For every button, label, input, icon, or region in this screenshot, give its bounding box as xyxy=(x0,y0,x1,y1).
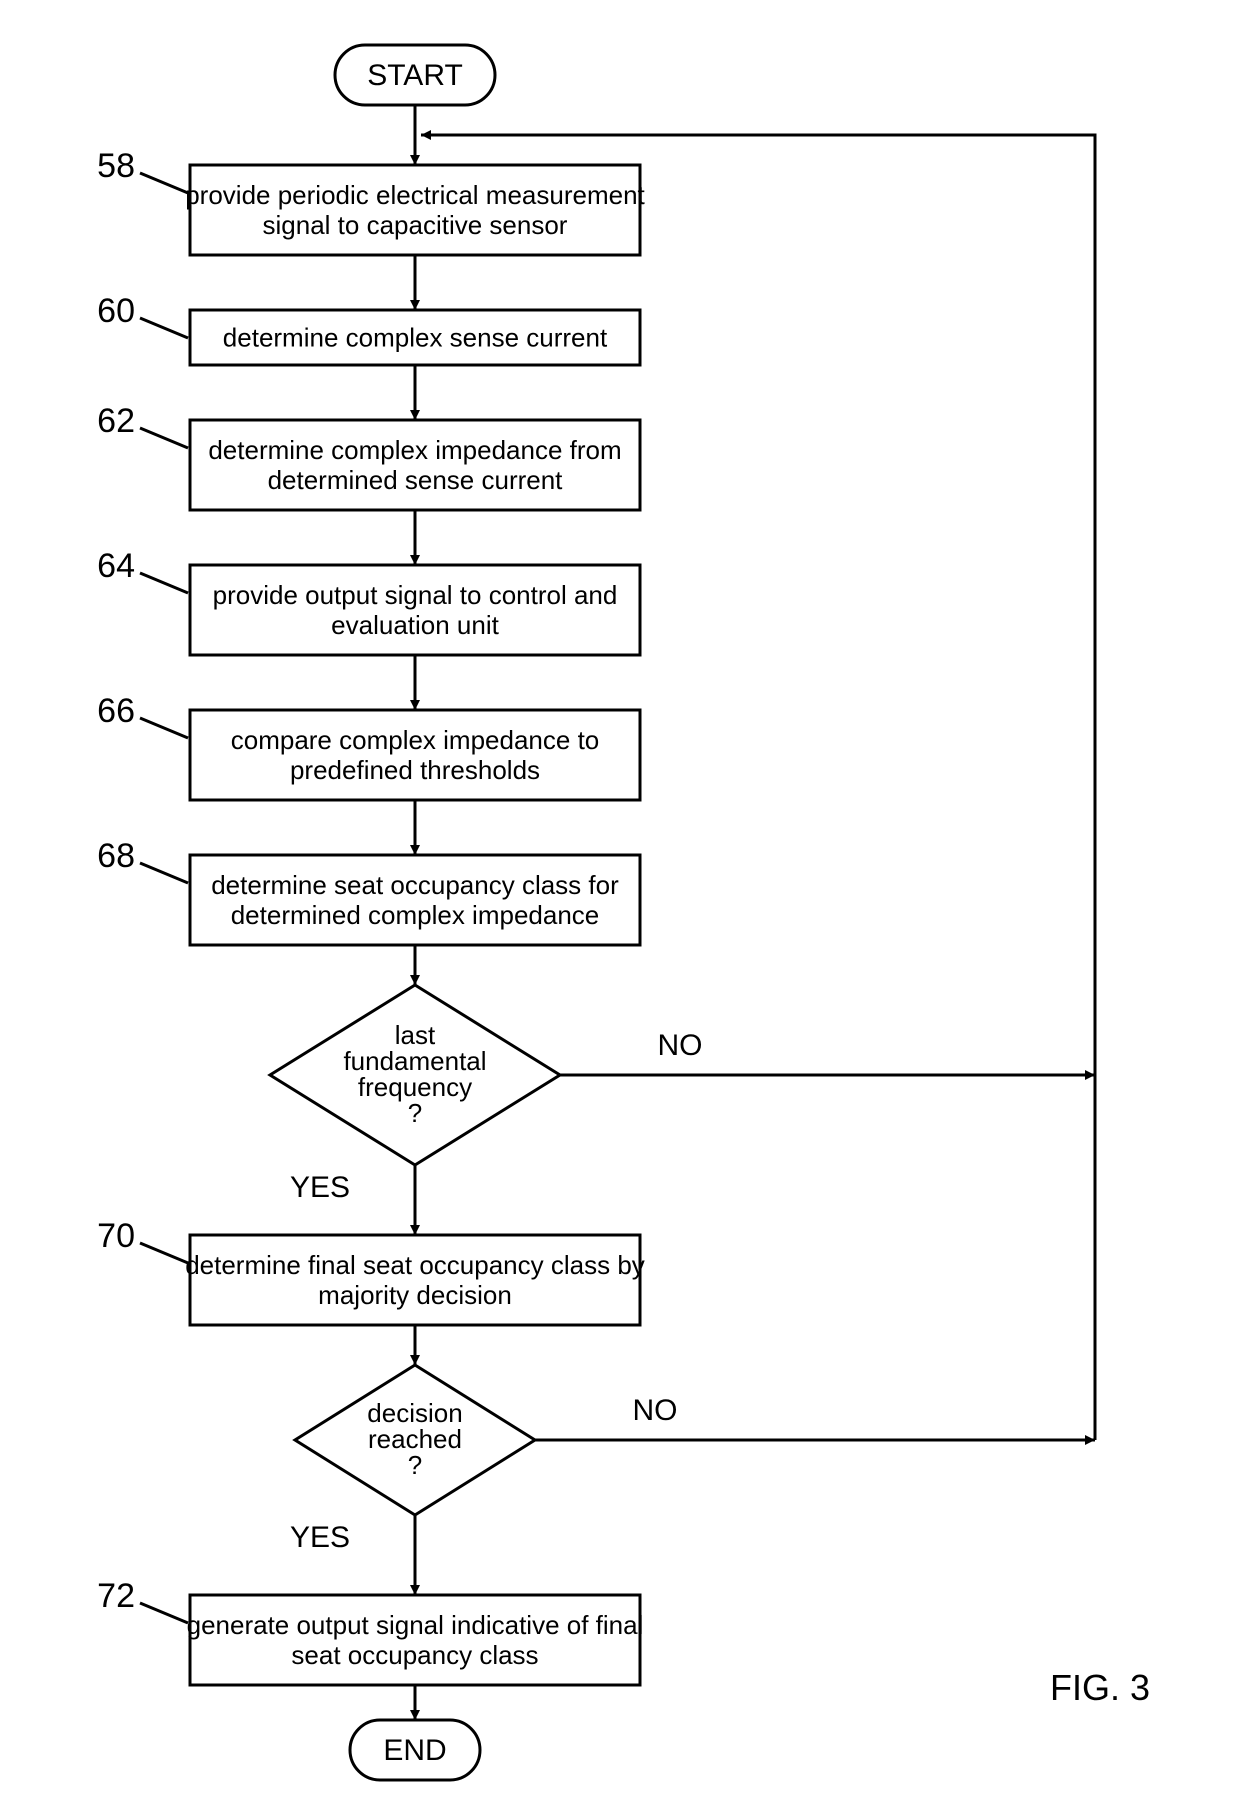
ref-tick xyxy=(140,318,188,338)
box-text: majority decision xyxy=(318,1280,512,1310)
box-text: determined sense current xyxy=(268,465,564,495)
box-text: seat occupancy class xyxy=(291,1640,538,1670)
figure-label: FIG. 3 xyxy=(1050,1667,1150,1708)
box-text: signal to capacitive sensor xyxy=(263,210,568,240)
box-text: determine seat occupancy class for xyxy=(211,870,619,900)
ref-tick xyxy=(140,1603,188,1623)
box-text: determined complex impedance xyxy=(231,900,600,930)
ref-tick xyxy=(140,863,188,883)
box-text: determine complex sense current xyxy=(223,322,608,352)
ref-label-72: 72 xyxy=(97,1577,135,1615)
ref-label-62: 62 xyxy=(97,402,135,440)
ref-label-68: 68 xyxy=(97,837,135,875)
box-text: determine final seat occupancy class by xyxy=(185,1250,645,1280)
box-text: predefined thresholds xyxy=(290,755,540,785)
ref-tick xyxy=(140,1243,188,1263)
ref-label-58: 58 xyxy=(97,147,135,185)
ref-label-64: 64 xyxy=(97,547,135,585)
box-text: provide output signal to control and xyxy=(213,580,618,610)
svg-text:YES: YES xyxy=(290,1521,350,1554)
ref-tick xyxy=(140,428,188,448)
svg-text:START: START xyxy=(367,59,463,92)
svg-text:YES: YES xyxy=(290,1171,350,1204)
svg-text:?: ? xyxy=(408,1098,422,1128)
ref-label-66: 66 xyxy=(97,692,135,730)
box-text: provide periodic electrical measurement xyxy=(185,180,645,210)
svg-text:NO: NO xyxy=(633,1394,678,1427)
svg-text:NO: NO xyxy=(658,1029,703,1062)
box-text: evaluation unit xyxy=(331,610,499,640)
ref-tick xyxy=(140,173,188,193)
svg-text:END: END xyxy=(383,1734,446,1767)
box-text: compare complex impedance to xyxy=(231,725,600,755)
svg-text:?: ? xyxy=(408,1450,422,1480)
ref-label-60: 60 xyxy=(97,292,135,330)
ref-tick xyxy=(140,718,188,738)
ref-tick xyxy=(140,573,188,593)
box-text: determine complex impedance from xyxy=(208,435,621,465)
box-text: generate output signal indicative of fin… xyxy=(187,1610,644,1640)
ref-label-70: 70 xyxy=(97,1217,135,1255)
